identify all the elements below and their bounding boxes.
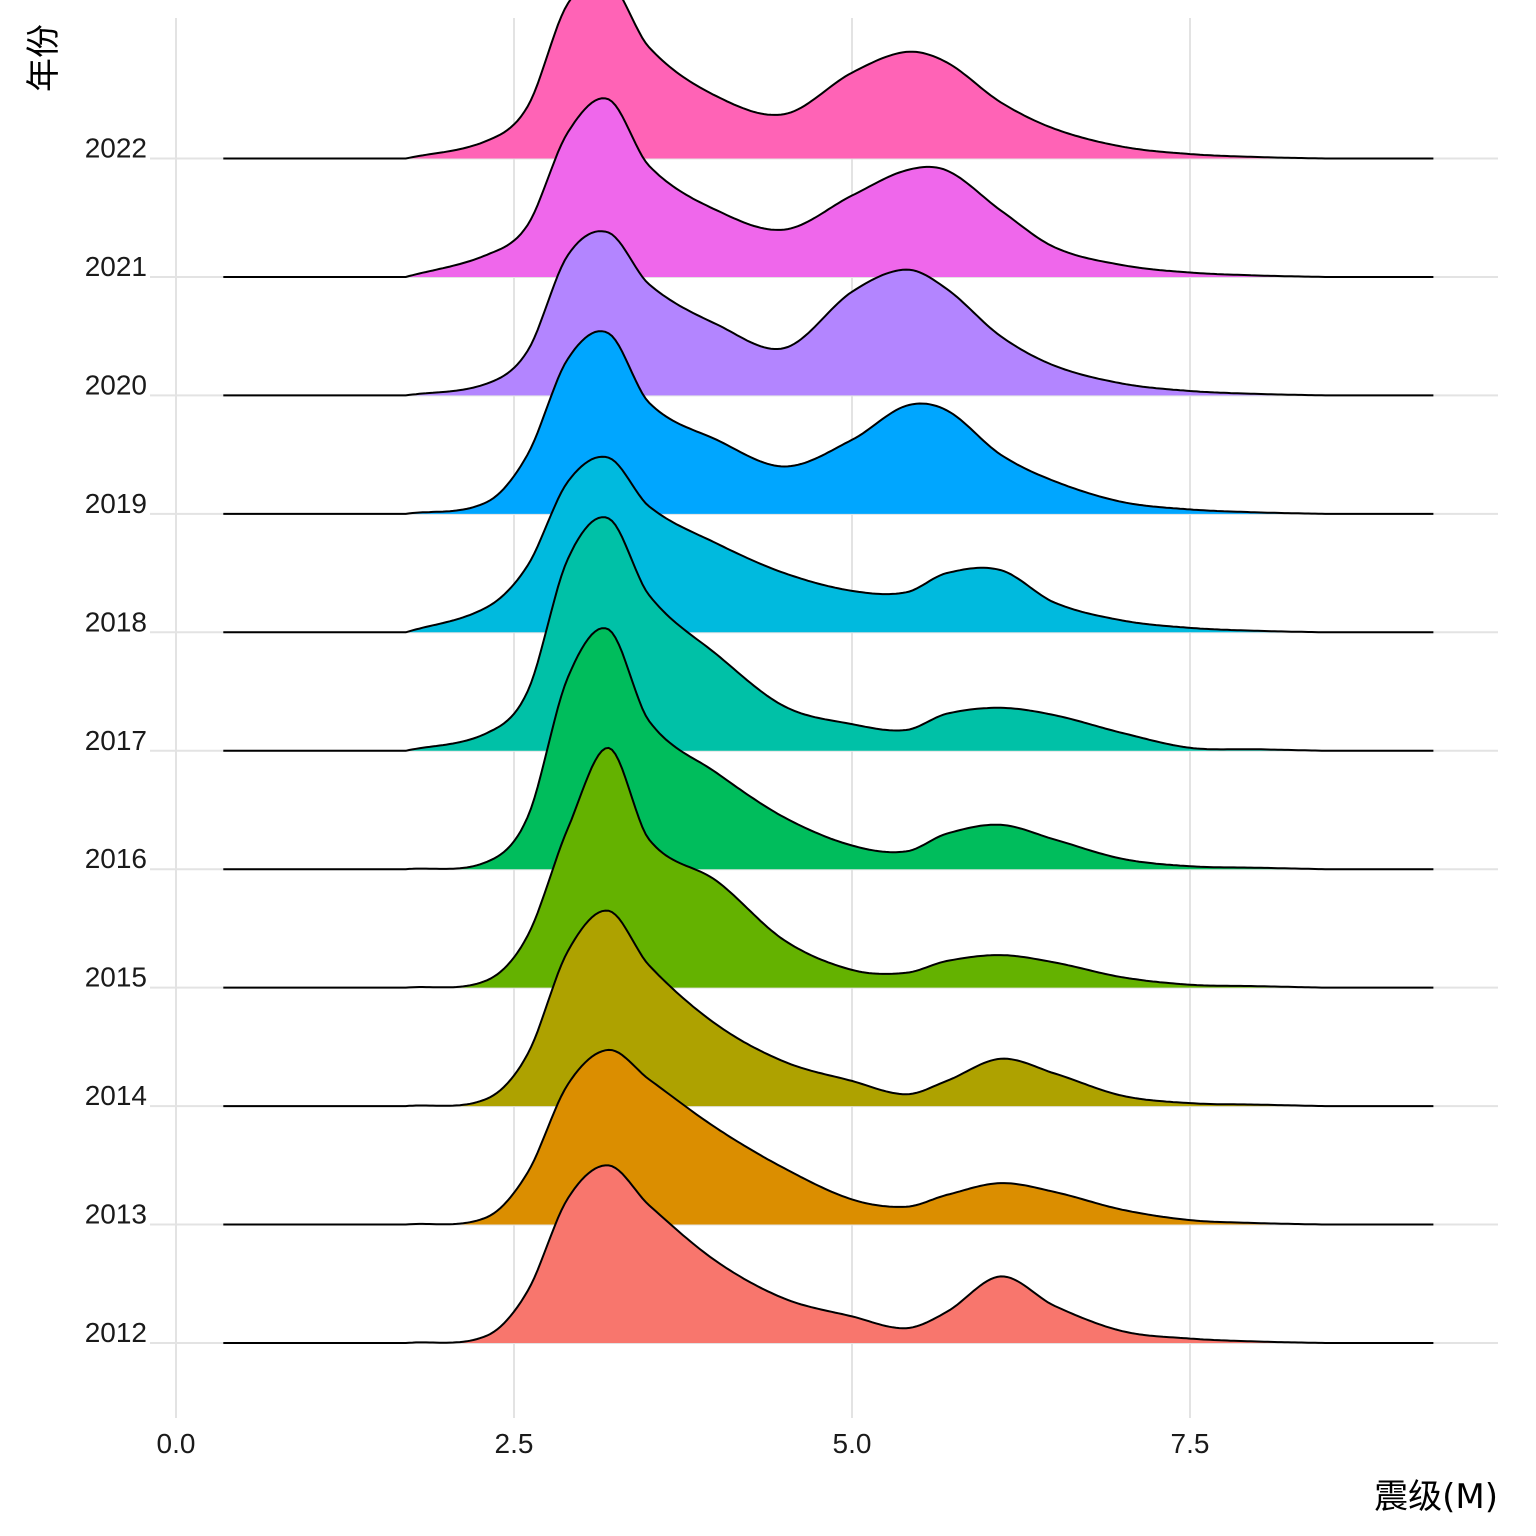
y-tick-label: 2019 (85, 488, 147, 519)
ridge-2015 (223, 746, 1434, 989)
ridge-outline-2020 (223, 230, 1434, 397)
ridge-2013 (223, 1048, 1434, 1226)
ridge-outline-2017 (223, 516, 1434, 752)
ridge-outline-2013 (223, 1048, 1434, 1226)
ridge-outline-2012 (223, 1164, 1434, 1344)
ridge-fill-2018 (223, 456, 1434, 633)
ridge-2019 (223, 330, 1434, 515)
ridge-fill-2019 (223, 331, 1434, 514)
ridge-fill-2013 (223, 1049, 1434, 1225)
ridge-fill-2014 (223, 910, 1434, 1107)
x-tick-label: 7.5 (1171, 1428, 1210, 1459)
y-tick-label: 2015 (85, 962, 147, 993)
x-tick-label: 2.5 (495, 1428, 534, 1459)
ridge-outline-2014 (223, 909, 1434, 1108)
density-ridges (223, 0, 1434, 1344)
ridge-2012 (223, 1164, 1434, 1344)
y-tick-label: 2013 (85, 1199, 147, 1230)
x-tick-label: 0.0 (157, 1428, 196, 1459)
ridge-fill-2012 (223, 1165, 1434, 1343)
y-tick-label: 2020 (85, 369, 147, 400)
ridge-2021 (223, 97, 1434, 278)
y-tick-label: 2012 (85, 1317, 147, 1348)
y-tick-label: 2017 (85, 725, 147, 756)
y-tick-label: 2022 (85, 133, 147, 164)
ridge-2022 (223, 0, 1434, 160)
ridge-2014 (223, 909, 1434, 1108)
y-axis-title: 年份 (24, 24, 64, 92)
ridge-fill-2021 (223, 98, 1434, 277)
ridge-2018 (223, 455, 1434, 634)
y-tick-label: 2021 (85, 251, 147, 282)
ridge-fill-2022 (223, 0, 1434, 159)
ridge-outline-2016 (223, 627, 1434, 871)
ridge-2020 (223, 230, 1434, 397)
x-tick-label: 5.0 (833, 1428, 872, 1459)
y-tick-labels: 2022 2021 2020 2019 2018 2017 2016 2015 2014 2013… (85, 133, 147, 1349)
ridge-outline-2021 (223, 97, 1434, 278)
ridge-outline-2019 (223, 330, 1434, 515)
y-tick-label: 2016 (85, 843, 147, 874)
ridge-outline-2018 (223, 455, 1434, 634)
x-axis-title: 震级(M) (1374, 1477, 1498, 1517)
ridge-2016 (223, 627, 1434, 871)
y-tick-label: 2014 (85, 1080, 147, 1111)
ridge-2017 (223, 516, 1434, 752)
x-tick-labels: 0.0 2.5 5.0 7.5 (157, 1428, 1210, 1459)
ridge-outline-2022 (223, 0, 1434, 160)
ridge-outline-2015 (223, 746, 1434, 989)
ridge-fill-2017 (223, 517, 1434, 751)
y-tick-label: 2018 (85, 606, 147, 637)
